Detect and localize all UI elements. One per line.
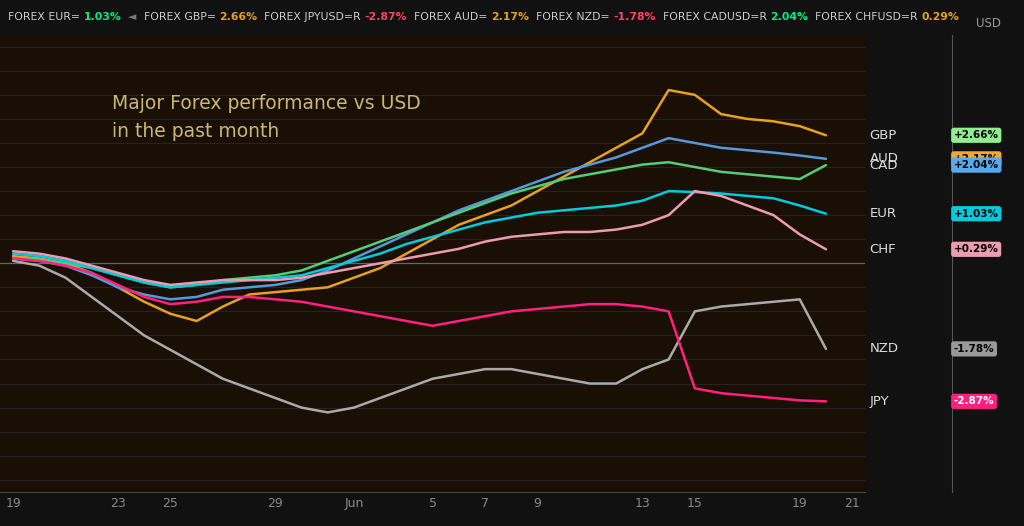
Text: 2.04%: 2.04% xyxy=(770,12,808,23)
Text: FOREX NZD=: FOREX NZD= xyxy=(529,12,613,23)
Text: Major Forex performance vs USD
in the past month: Major Forex performance vs USD in the pa… xyxy=(113,94,421,141)
Text: JPY: JPY xyxy=(869,395,889,408)
Text: -1.78%: -1.78% xyxy=(953,344,994,354)
Text: -2.87%: -2.87% xyxy=(953,397,994,407)
Text: FOREX GBP=: FOREX GBP= xyxy=(143,12,219,23)
Text: -2.87%: -2.87% xyxy=(365,12,408,23)
Text: AUD: AUD xyxy=(869,153,898,165)
Text: 2.66%: 2.66% xyxy=(219,12,257,23)
Text: +2.66%: +2.66% xyxy=(953,130,998,140)
Text: 2.17%: 2.17% xyxy=(490,12,529,23)
Text: +1.03%: +1.03% xyxy=(953,209,998,219)
Text: CHF: CHF xyxy=(869,243,896,256)
Text: GBP: GBP xyxy=(869,129,897,142)
Text: FOREX JPYUSD=R: FOREX JPYUSD=R xyxy=(257,12,365,23)
Text: 1.03%: 1.03% xyxy=(84,12,122,23)
Text: EUR: EUR xyxy=(869,207,897,220)
Text: +2.04%: +2.04% xyxy=(953,160,998,170)
Text: FOREX CHFUSD=R: FOREX CHFUSD=R xyxy=(808,12,922,23)
Text: USD: USD xyxy=(976,17,1000,30)
Text: FOREX AUD=: FOREX AUD= xyxy=(408,12,490,23)
Text: FOREX CADUSD=R: FOREX CADUSD=R xyxy=(655,12,770,23)
Text: CAD: CAD xyxy=(869,159,898,171)
Text: FOREX EUR=: FOREX EUR= xyxy=(8,12,84,23)
Text: NZD: NZD xyxy=(869,342,899,356)
Text: ◄: ◄ xyxy=(122,12,143,23)
Text: +0.29%: +0.29% xyxy=(953,244,998,254)
Text: -1.78%: -1.78% xyxy=(613,12,655,23)
Text: 0.29%: 0.29% xyxy=(922,12,959,23)
Text: +2.17%: +2.17% xyxy=(953,154,998,164)
